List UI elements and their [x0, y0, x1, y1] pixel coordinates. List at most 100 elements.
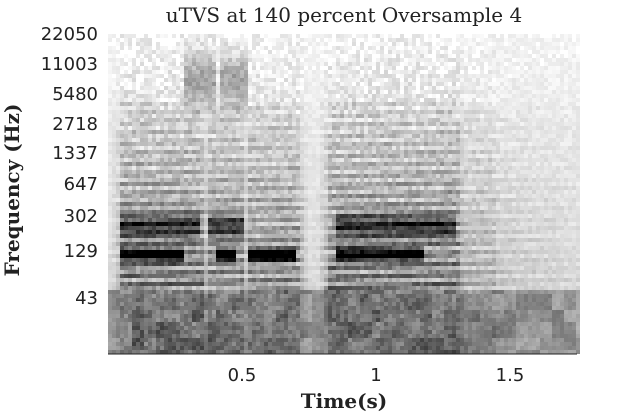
spectrogram-cell [300, 102, 304, 106]
spectrogram-cell [220, 98, 224, 102]
spectrogram-cell [276, 70, 280, 74]
spectrogram-cell [268, 90, 272, 94]
spectrogram-cell [256, 202, 260, 206]
spectrogram-cell [228, 206, 232, 210]
spectrogram-cell [304, 90, 308, 94]
spectrogram-cell [236, 254, 240, 258]
spectrogram-cell [344, 302, 348, 306]
spectrogram-cell [304, 70, 308, 74]
spectrogram-cell [308, 102, 312, 106]
spectrogram-cell [320, 78, 324, 82]
spectrogram-cell [112, 230, 116, 234]
spectrogram-cell [356, 62, 360, 66]
spectrogram-cell [228, 250, 232, 254]
spectrogram-cell [280, 230, 284, 234]
spectrogram-cell [256, 206, 260, 210]
spectrogram-cell [212, 78, 216, 82]
spectrogram-cell [156, 238, 160, 242]
spectrogram-cell [272, 206, 276, 210]
spectrogram-cell [224, 282, 228, 286]
spectrogram-cell [316, 42, 320, 46]
spectrogram-cell [304, 262, 308, 266]
spectrogram-cell [316, 262, 320, 266]
spectrogram-cell [352, 218, 356, 222]
spectrogram-cell [308, 226, 312, 230]
spectrogram-cell [172, 274, 176, 278]
spectrogram-cell [280, 342, 284, 346]
spectrogram-cell [348, 34, 352, 38]
spectrogram-cell [152, 238, 156, 242]
spectrogram-cell [236, 202, 240, 206]
spectrogram-cell [280, 214, 284, 218]
spectrogram-cell [340, 294, 344, 298]
spectrogram-cell [288, 274, 292, 278]
spectrogram-cell [204, 142, 208, 146]
spectrogram-cell [352, 118, 356, 122]
spectrogram-cell [344, 242, 348, 246]
spectrogram-cell [328, 170, 332, 174]
spectrogram-cell [280, 262, 284, 266]
spectrogram-cell [348, 290, 352, 294]
spectrogram-cell [260, 350, 264, 354]
spectrogram-cell [296, 290, 300, 294]
spectrogram-cell [172, 62, 176, 66]
spectrogram-cell [336, 230, 340, 234]
spectrogram-cell [324, 110, 328, 114]
spectrogram-cell [120, 314, 124, 318]
spectrogram-cell [184, 154, 188, 158]
spectrogram-cell [128, 186, 132, 190]
spectrogram-cell [352, 314, 356, 318]
spectrogram-cell [248, 206, 252, 210]
spectrogram-cell [188, 342, 192, 346]
spectrogram-cell [212, 314, 216, 318]
spectrogram-cell [300, 274, 304, 278]
spectrogram-cell [132, 74, 136, 78]
spectrogram-cell [108, 254, 112, 258]
spectrogram-cell [272, 170, 276, 174]
spectrogram-cell [268, 102, 272, 106]
spectrogram-cell [248, 166, 252, 170]
spectrogram-cell [284, 242, 288, 246]
spectrogram-cell [320, 250, 324, 254]
spectrogram-cell [252, 178, 256, 182]
spectrogram-cell [176, 298, 180, 302]
spectrogram-cell [148, 182, 152, 186]
spectrogram-cell [324, 46, 328, 50]
spectrogram-cell [348, 158, 352, 162]
spectrogram-cell [268, 246, 272, 250]
spectrogram-cell [148, 302, 152, 306]
spectrogram-cell [184, 246, 188, 250]
spectrogram-cell [204, 298, 208, 302]
spectrogram-cell [152, 134, 156, 138]
spectrogram-cell [364, 186, 368, 190]
spectrogram-cell [240, 34, 244, 38]
spectrogram-cell [220, 222, 224, 226]
spectrogram-cell [248, 190, 252, 194]
spectrogram-cell [220, 94, 224, 98]
spectrogram-cell [108, 90, 112, 94]
spectrogram-cell [244, 274, 248, 278]
spectrogram-cell [176, 314, 180, 318]
spectrogram-cell [264, 74, 268, 78]
spectrogram-cell [212, 286, 216, 290]
spectrogram-cell [172, 190, 176, 194]
spectrogram-cell [324, 150, 328, 154]
spectrogram-cell [192, 222, 196, 226]
spectrogram-cell [124, 346, 128, 350]
spectrogram-cell [260, 318, 264, 322]
spectrogram-cell [116, 318, 120, 322]
spectrogram-cell [224, 230, 228, 234]
spectrogram-cell [148, 238, 152, 242]
spectrogram-cell [300, 282, 304, 286]
spectrogram-cell [144, 138, 148, 142]
spectrogram-cell [156, 282, 160, 286]
spectrogram-cell [256, 54, 260, 58]
spectrogram-cell [140, 118, 144, 122]
spectrogram-cell [256, 210, 260, 214]
spectrogram-cell [364, 246, 368, 250]
spectrogram-cell [176, 334, 180, 338]
spectrogram-cell [364, 154, 368, 158]
spectrogram-cell [188, 158, 192, 162]
spectrogram-cell [256, 282, 260, 286]
spectrogram-cell [132, 274, 136, 278]
